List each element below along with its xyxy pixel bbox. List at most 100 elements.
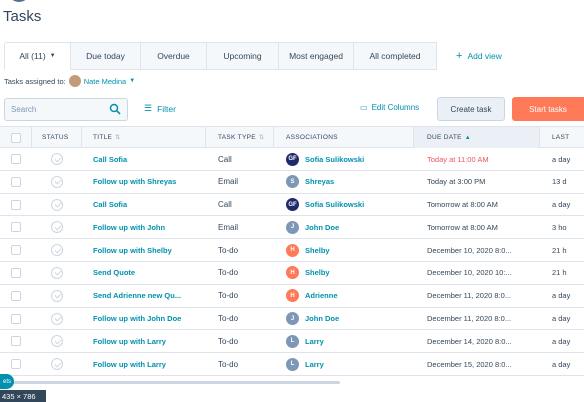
tab-all[interactable]: All (11) ▼: [4, 42, 71, 70]
status-cell: [32, 216, 82, 238]
col-status[interactable]: STATUS: [32, 127, 82, 148]
association-link[interactable]: John Doe: [305, 314, 340, 324]
task-title-link[interactable]: Follow up with Shelby: [93, 245, 172, 255]
association-link[interactable]: John Doe: [305, 222, 340, 232]
table-row[interactable]: Follow up with Shelby To-do H Shelby Decembe…: [0, 239, 584, 262]
association-avatar: L: [286, 334, 299, 348]
last-cell: a day: [540, 330, 584, 352]
tab-label: Due today: [86, 51, 125, 61]
task-title-link[interactable]: Follow up with Larry: [93, 359, 166, 369]
association-link[interactable]: Shelby: [305, 268, 330, 278]
complete-task-icon[interactable]: [51, 244, 63, 257]
last-activity: a day: [552, 359, 571, 369]
add-view-button[interactable]: + Add view: [456, 50, 502, 62]
row-checkbox[interactable]: [11, 245, 21, 256]
select-all-checkbox[interactable]: [10, 132, 21, 143]
title-cell: Follow up with John: [82, 216, 206, 238]
task-title-link[interactable]: Send Quote: [93, 268, 136, 278]
row-select-cell: [0, 171, 32, 193]
tab-upcoming[interactable]: Upcoming: [207, 42, 279, 70]
row-checkbox[interactable]: [11, 359, 21, 370]
tab-overdue[interactable]: Overdue: [141, 42, 207, 70]
side-pill[interactable]: ets: [0, 374, 14, 389]
task-title-link[interactable]: Follow up with Shreyas: [93, 177, 177, 187]
search-icon[interactable]: [109, 103, 121, 115]
complete-task-icon[interactable]: [51, 266, 63, 279]
horizontal-scrollbar[interactable]: [0, 381, 340, 384]
complete-task-icon[interactable]: [51, 198, 63, 211]
table-row[interactable]: Send Adrienne new Qu... To-do H Adrienne Dec…: [0, 285, 584, 308]
complete-task-icon[interactable]: [51, 175, 63, 188]
assigned-filter: Tasks assigned to: Nate Medina ▼: [4, 75, 135, 87]
create-task-button[interactable]: Create task: [437, 97, 505, 121]
col-task-type[interactable]: TASK TYPE ⇅: [206, 127, 274, 148]
task-title-link[interactable]: Follow up with Larry: [93, 336, 166, 346]
table-row[interactable]: Follow up with Larry To-do L Larry December …: [0, 330, 584, 354]
table-row[interactable]: Follow up with John Doe To-do J John Doe Dec…: [0, 308, 584, 331]
row-select-cell: [0, 330, 32, 352]
last-cell: a day: [540, 194, 584, 216]
task-title-link[interactable]: Follow up with John Doe: [93, 314, 182, 324]
association-link[interactable]: Sofia Sulikowski: [305, 154, 365, 164]
row-checkbox[interactable]: [11, 336, 21, 347]
col-due-date[interactable]: DUE DATE ▲: [414, 127, 540, 148]
owner-dropdown[interactable]: Nate Medina: [83, 76, 127, 86]
chevron-down-icon[interactable]: ▼: [129, 78, 136, 84]
tab-all-completed[interactable]: All completed: [354, 42, 437, 70]
row-checkbox[interactable]: [11, 199, 21, 210]
start-tasks-button[interactable]: Start tasks: [512, 97, 584, 121]
sort-icon: ⇅: [115, 135, 121, 141]
col-associations-label: ASSOCIATIONS: [286, 134, 338, 141]
association-link[interactable]: Shelby: [305, 245, 330, 255]
complete-task-icon[interactable]: [51, 335, 63, 348]
col-last[interactable]: LAST: [540, 127, 584, 148]
complete-task-icon[interactable]: [51, 312, 63, 325]
task-type-cell: Email: [206, 216, 274, 238]
complete-task-icon[interactable]: [51, 221, 63, 234]
task-title-link[interactable]: Call Sofia: [93, 154, 128, 164]
image-size-badge: 435 × 786: [0, 390, 46, 402]
row-checkbox[interactable]: [11, 290, 21, 301]
assigned-label: Tasks assigned to:: [4, 76, 66, 86]
task-title-link[interactable]: Call Sofia: [93, 200, 128, 210]
status-cell: [32, 285, 82, 307]
task-title-link[interactable]: Send Adrienne new Qu...: [93, 291, 182, 301]
association-link[interactable]: Larry: [305, 336, 324, 346]
task-type: Email: [218, 177, 239, 187]
complete-task-icon[interactable]: [51, 289, 63, 302]
page-title: Tasks: [3, 8, 42, 25]
tab-label: All completed: [369, 51, 421, 61]
association-link[interactable]: Shreyas: [305, 177, 335, 187]
tab-most-engaged[interactable]: Most engaged: [279, 42, 354, 70]
row-checkbox[interactable]: [11, 222, 21, 233]
task-title-link[interactable]: Follow up with John: [93, 222, 166, 232]
col-associations[interactable]: ASSOCIATIONS: [274, 127, 414, 148]
table-row[interactable]: Call Sofia Call GF Sofia Sulikowski Today at…: [0, 148, 584, 171]
row-checkbox[interactable]: [11, 176, 21, 187]
tab-due-today[interactable]: Due today: [71, 42, 141, 70]
col-title[interactable]: TITLE ⇅: [82, 127, 206, 148]
last-activity: a day: [552, 200, 571, 210]
complete-task-icon[interactable]: [51, 358, 63, 371]
edit-columns-button[interactable]: ▭ Edit Columns: [360, 103, 419, 112]
association-link[interactable]: Larry: [305, 359, 324, 369]
association-link[interactable]: Sofia Sulikowski: [305, 200, 365, 210]
due-date-cell: December 11, 2020 8:0...: [414, 308, 540, 330]
add-view-label: Add view: [467, 51, 502, 61]
row-checkbox[interactable]: [11, 313, 21, 324]
table-row[interactable]: Call Sofia Call GF Sofia Sulikowski Tomorrow…: [0, 194, 584, 217]
owner-avatar: [68, 75, 81, 87]
task-type: To-do: [218, 336, 239, 346]
row-checkbox[interactable]: [11, 267, 21, 278]
table-row[interactable]: Follow up with Shreyas Email S Shreyas Today…: [0, 171, 584, 194]
row-checkbox[interactable]: [11, 154, 21, 164]
last-cell: 21 h: [540, 239, 584, 261]
search-field[interactable]: Search: [4, 98, 128, 121]
filter-button[interactable]: ☰ Filter: [144, 103, 176, 114]
complete-task-icon[interactable]: [51, 153, 63, 165]
last-activity: 21 h: [552, 245, 567, 255]
table-row[interactable]: Follow up with John Email J John Doe Tomorro…: [0, 216, 584, 240]
association-link[interactable]: Adrienne: [305, 291, 338, 301]
table-row[interactable]: Send Quote To-do H Shelby December 10, 2020 …: [0, 262, 584, 285]
table-row[interactable]: Follow up with Larry To-do L Larry December …: [0, 353, 584, 376]
